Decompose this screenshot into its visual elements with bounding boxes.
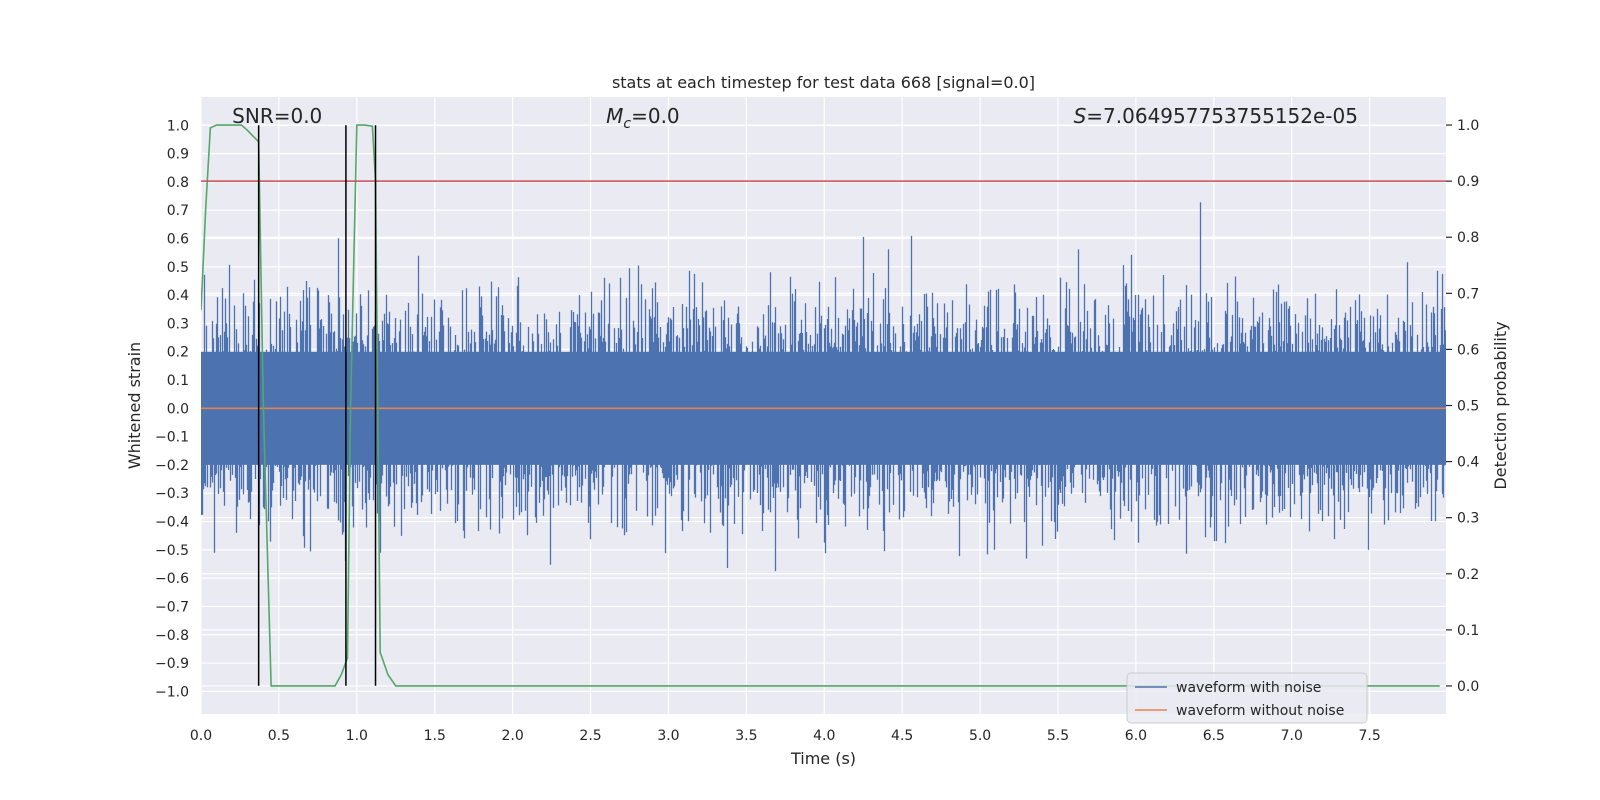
y-tick-label: −0.5 [155, 543, 189, 559]
annotation-text: Mc=0.0 [606, 104, 680, 132]
annotation-symbol: M [606, 104, 623, 128]
x-tick-label: 2.5 [579, 728, 601, 744]
y-tick-label: −0.7 [155, 599, 189, 615]
x-tick-label: 6.5 [1203, 728, 1225, 744]
y-tick-label: −0.6 [155, 571, 189, 587]
x-tick-label: 1.0 [346, 728, 368, 744]
x-tick-label: 7.5 [1359, 728, 1381, 744]
y2-tick-label: 0.3 [1457, 511, 1479, 527]
x-tick-label: 3.5 [735, 728, 757, 744]
bottom-axis: 0.0 0.5 1.0 1.5 2.0 2.5 3.0 3.5 4.0 4.5 5.0 5.5 6.0 6… [190, 728, 1381, 744]
series-detection-probability [201, 124, 1440, 687]
y2-tick-label: 1.0 [1457, 118, 1479, 134]
y2-tick-label: 0.5 [1457, 399, 1479, 415]
x-tick-label: 4.5 [891, 728, 913, 744]
x-tick-label: 1.5 [424, 728, 446, 744]
y-tick-label: 0.1 [167, 373, 189, 389]
x-tick-label: 4.0 [813, 728, 835, 744]
y-tick-label: 1.0 [167, 118, 189, 134]
x-tick-label: 0.0 [190, 728, 212, 744]
legend-label: waveform without noise [1176, 703, 1344, 719]
y-tick-label: −0.8 [155, 628, 189, 644]
y2-tick-label: 0.9 [1457, 174, 1479, 190]
y2-tick-label: 0.0 [1457, 679, 1479, 695]
y-tick-label: 0.9 [167, 147, 189, 163]
annotation-text: S=7.064957753755152e-05 [1074, 104, 1358, 128]
y2-tick-label: 0.2 [1457, 567, 1479, 583]
annotation-text: SNR=0.0 [232, 104, 322, 128]
x-axis-label: Time (s) [790, 749, 856, 768]
y2-axis-label: Detection probability [1491, 321, 1510, 489]
x-tick-label: 0.5 [268, 728, 290, 744]
x-tick-label: 7.0 [1281, 728, 1303, 744]
legend: waveform with noise waveform without nois… [1126, 672, 1368, 724]
y2-tick-label: 0.1 [1457, 623, 1479, 639]
y2-tick-label: 0.8 [1457, 230, 1479, 246]
left-axis: 1.0 0.9 0.8 0.7 0.6 0.5 0.4 0.3 0.2 0.1 0.0 −0.1 −0.… [155, 118, 189, 700]
y-tick-label: −0.2 [155, 458, 189, 474]
annotation-value: =7.064957753755152e-05 [1086, 104, 1358, 128]
right-axis: 1.0 0.9 0.8 0.7 0.6 0.5 0.4 0.3 0.2 0.1 0.0 [1446, 118, 1479, 695]
y-tick-label: 0.5 [167, 260, 189, 276]
y-tick-label: −0.4 [155, 515, 189, 531]
y-tick-label: 0.6 [167, 232, 189, 248]
y2-tick-label: 0.7 [1457, 286, 1479, 302]
y-tick-label: −0.1 [155, 430, 189, 446]
y-tick-label: 0.4 [167, 288, 189, 304]
y2-tick-label: 0.6 [1457, 342, 1479, 358]
y-tick-label: 0.0 [167, 401, 189, 417]
y-tick-label: −1.0 [155, 684, 189, 700]
y-tick-label: 0.8 [167, 175, 189, 191]
x-tick-label: 6.0 [1125, 728, 1147, 744]
annotation-subscript: c [623, 116, 631, 132]
legend-box [1126, 672, 1368, 724]
y-tick-label: 0.7 [167, 203, 189, 219]
chart-title: stats at each timestep for test data 668… [612, 73, 1035, 92]
plot-content [201, 124, 1446, 687]
annotations: SNR=0.0 Mc=0.0 S=7.064957753755152e-05 [232, 104, 1358, 132]
annotation-value: =0.0 [631, 104, 680, 128]
x-tick-label: 2.0 [502, 728, 524, 744]
x-tick-label: 5.5 [1047, 728, 1069, 744]
y-tick-label: −0.3 [155, 486, 189, 502]
x-tick-label: 3.0 [657, 728, 679, 744]
y-tick-label: 0.3 [167, 316, 189, 332]
y-tick-label: 0.2 [167, 345, 189, 361]
y-axis-label: Whitened strain [125, 342, 144, 469]
x-tick-label: 5.0 [969, 728, 991, 744]
annotation-symbol: S [1074, 104, 1087, 128]
legend-label: waveform with noise [1176, 680, 1321, 696]
y2-tick-label: 0.4 [1457, 455, 1479, 471]
y-tick-label: −0.9 [155, 656, 189, 672]
